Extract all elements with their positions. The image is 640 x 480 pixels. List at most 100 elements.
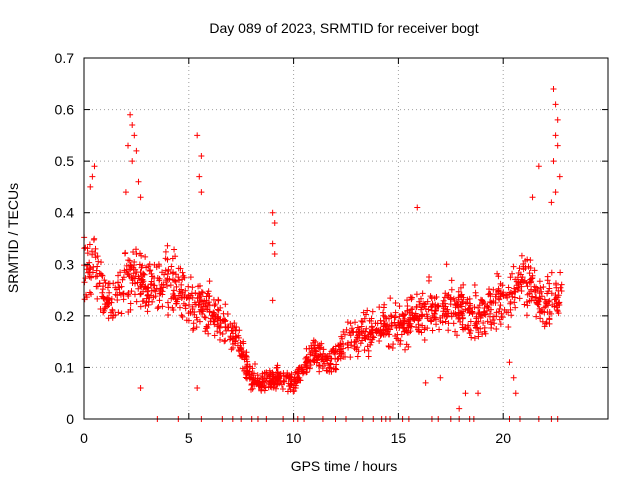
- data-point: [511, 299, 518, 306]
- data-point: [456, 309, 463, 316]
- data-point: [299, 368, 306, 375]
- data-point: [113, 286, 120, 293]
- data-point: [137, 303, 144, 310]
- data-point: [475, 304, 482, 311]
- data-point: [266, 378, 273, 385]
- data-point: [538, 293, 545, 300]
- data-point: [380, 318, 387, 325]
- data-point: [204, 324, 211, 331]
- data-point: [526, 279, 533, 286]
- data-point: [472, 320, 479, 327]
- data-point: [512, 288, 519, 295]
- data-point: [422, 300, 429, 307]
- data-point: [84, 250, 91, 257]
- data-point: [212, 301, 219, 308]
- data-point: [365, 353, 372, 360]
- data-point: [421, 337, 428, 344]
- data-point: [493, 313, 500, 320]
- data-point: [233, 323, 240, 330]
- data-point: [401, 317, 408, 324]
- data-point: [89, 269, 96, 276]
- data-point: [556, 173, 563, 180]
- data-point: [456, 405, 463, 412]
- data-point: [558, 281, 565, 288]
- data-point: [203, 297, 210, 304]
- data-point: [486, 286, 493, 293]
- data-point: [418, 329, 425, 336]
- data-point: [402, 327, 409, 334]
- data-point: [347, 320, 354, 327]
- data-point: [548, 199, 555, 206]
- data-point: [340, 345, 347, 352]
- data-point: [464, 307, 471, 314]
- data-point: [462, 390, 469, 397]
- data-point: [354, 335, 361, 342]
- data-point: [211, 332, 218, 339]
- data-point: [416, 298, 423, 305]
- data-point: [267, 373, 274, 380]
- data-point: [536, 290, 543, 297]
- data-point: [202, 314, 209, 321]
- data-point: [133, 298, 140, 305]
- data-point: [457, 301, 464, 308]
- data-point: [116, 289, 123, 296]
- data-point: [467, 318, 474, 325]
- data-point: [496, 316, 503, 323]
- data-point: [334, 356, 341, 363]
- data-point: [536, 278, 543, 285]
- data-point: [358, 323, 365, 330]
- data-point: [411, 316, 418, 323]
- data-point: [137, 291, 144, 298]
- data-point: [391, 319, 398, 326]
- data-point: [186, 295, 193, 302]
- data-point: [303, 345, 310, 352]
- data-point: [270, 384, 277, 391]
- data-point: [437, 314, 444, 321]
- data-point: [389, 345, 396, 352]
- x-axis-label: GPS time / hours: [291, 458, 398, 474]
- data-point: [231, 320, 238, 327]
- data-point: [524, 256, 531, 263]
- data-point: [468, 334, 475, 341]
- data-point: [242, 374, 249, 381]
- data-point: [83, 266, 90, 273]
- data-point: [554, 116, 561, 123]
- data-point: [312, 350, 319, 357]
- data-point: [510, 374, 517, 381]
- data-point: [173, 298, 180, 305]
- data-point: [326, 368, 333, 375]
- data-point: [429, 327, 436, 334]
- data-point: [205, 330, 212, 337]
- data-point: [487, 299, 494, 306]
- data-point: [123, 269, 130, 276]
- data-point: [215, 297, 222, 304]
- data-point: [310, 337, 317, 344]
- data-point: [146, 268, 153, 275]
- data-point: [420, 300, 427, 307]
- data-point: [464, 296, 471, 303]
- data-point: [522, 264, 529, 271]
- data-point: [244, 368, 251, 375]
- data-point: [426, 273, 433, 280]
- data-point: [458, 292, 465, 299]
- data-point: [306, 365, 313, 372]
- data-point: [151, 282, 158, 289]
- data-point: [100, 295, 107, 302]
- data-point: [156, 290, 163, 297]
- data-point: [396, 322, 403, 329]
- data-point: [205, 288, 212, 295]
- data-point: [417, 295, 424, 302]
- data-point: [120, 274, 127, 281]
- data-point: [497, 280, 504, 287]
- data-point: [509, 270, 516, 277]
- data-point: [447, 301, 454, 308]
- data-point: [333, 361, 340, 368]
- data-point: [484, 318, 491, 325]
- data-point: [348, 325, 355, 332]
- data-point: [500, 292, 507, 299]
- data-point: [122, 189, 129, 196]
- data-point: [336, 351, 343, 358]
- data-point: [183, 317, 190, 324]
- data-point: [546, 280, 553, 287]
- data-point: [405, 343, 412, 350]
